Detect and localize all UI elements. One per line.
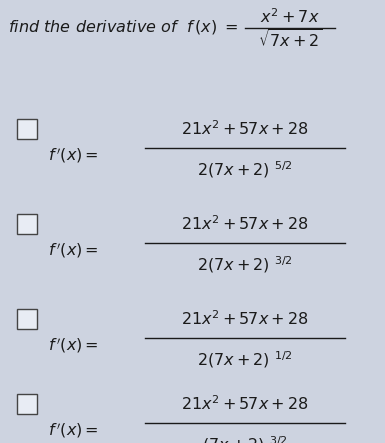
- Text: $2(7x+2)\ ^{5/2}$: $2(7x+2)\ ^{5/2}$: [197, 159, 293, 180]
- Text: $(7x+2)\ ^{3/2}$: $(7x+2)\ ^{3/2}$: [202, 435, 288, 443]
- FancyBboxPatch shape: [17, 394, 37, 414]
- Text: $\sqrt{7x + 2}$: $\sqrt{7x + 2}$: [258, 30, 323, 52]
- Text: $2(7x+2)\ ^{3/2}$: $2(7x+2)\ ^{3/2}$: [197, 255, 293, 276]
- Text: $21x^2 + 57x + 28$: $21x^2 + 57x + 28$: [181, 311, 309, 329]
- Text: $\it{find\ the\ derivative\ of}$  $\it{f\,(x)}$$\it{\ =}$: $\it{find\ the\ derivative\ of}$ $\it{f\…: [8, 18, 238, 36]
- FancyBboxPatch shape: [17, 214, 37, 234]
- Text: $21x^2 + 57x + 28$: $21x^2 + 57x + 28$: [181, 396, 309, 414]
- Text: $21x^2 + 57x + 28$: $21x^2 + 57x + 28$: [181, 216, 309, 234]
- Text: $x^2 + 7x$: $x^2 + 7x$: [260, 8, 320, 27]
- Text: $f\,'(x) =$: $f\,'(x) =$: [48, 241, 99, 260]
- Text: $21x^2 + 57x + 28$: $21x^2 + 57x + 28$: [181, 120, 309, 140]
- Text: $f\,'(x) =$: $f\,'(x) =$: [48, 145, 99, 165]
- Text: $f\,'(x) =$: $f\,'(x) =$: [48, 335, 99, 355]
- Text: $f\,'(x) =$: $f\,'(x) =$: [48, 420, 99, 439]
- Text: $2(7x+2)\ ^{1/2}$: $2(7x+2)\ ^{1/2}$: [197, 350, 293, 370]
- FancyBboxPatch shape: [17, 119, 37, 139]
- FancyBboxPatch shape: [17, 309, 37, 329]
